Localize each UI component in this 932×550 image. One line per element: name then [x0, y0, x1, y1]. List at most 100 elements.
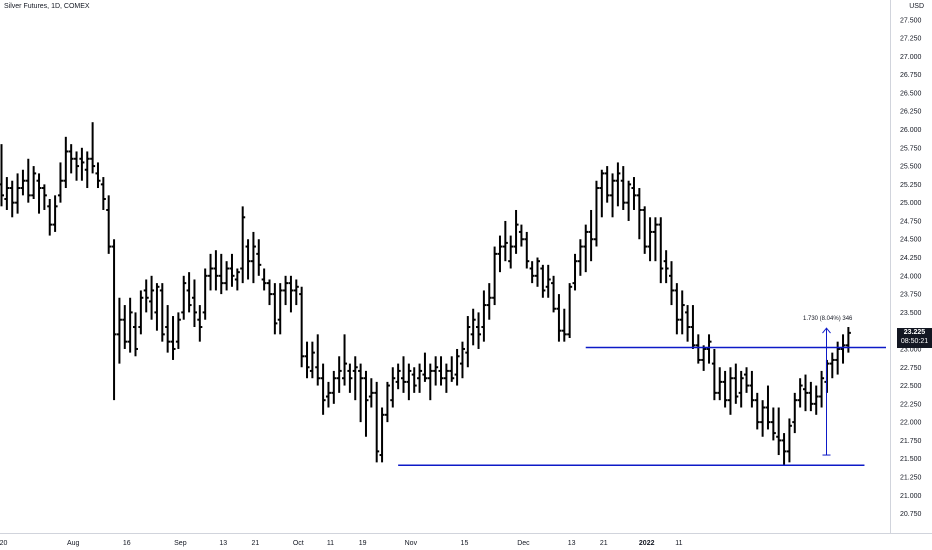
ohlc-bar — [261, 268, 267, 291]
ohlc-bar — [95, 162, 101, 189]
x-tick-label: Dec — [517, 540, 530, 547]
ohlc-bar — [615, 162, 621, 207]
y-tick-label: 21.750 — [900, 438, 922, 445]
ohlc-bar — [401, 356, 406, 393]
y-tick-label: 27.500 — [900, 17, 922, 24]
x-tick-label: 11 — [675, 540, 682, 547]
ohlc-bar — [695, 334, 701, 364]
ohlc-bar — [175, 312, 181, 349]
y-tick-label: 25.750 — [900, 145, 922, 152]
y-tick-label: 24.500 — [900, 237, 922, 244]
ohlc-bar — [320, 363, 326, 415]
y-tick-label: 22.250 — [900, 401, 922, 408]
y-tick-label: 26.750 — [900, 72, 922, 79]
ohlc-bar — [685, 305, 691, 342]
ohlc-bar — [502, 220, 508, 262]
ohlc-bar — [631, 177, 637, 210]
ohlc-bar — [127, 297, 133, 353]
ohlc-bar — [845, 327, 851, 353]
bar-countdown: 08:50:21 — [900, 338, 929, 345]
y-tick-label: 22.000 — [900, 420, 922, 427]
ohlc-bar — [470, 308, 476, 346]
ohlc-bar — [663, 250, 669, 284]
ohlc-bar — [776, 407, 782, 456]
ohlc-bar — [427, 363, 433, 401]
ohlc-bar — [556, 294, 562, 342]
ohlc-bar — [551, 275, 557, 313]
ohlc-bar — [331, 370, 337, 404]
ohlc-bar — [647, 217, 653, 262]
ohlc-bar — [106, 195, 112, 254]
ohlc-bar — [31, 166, 37, 200]
ohlc-bar — [186, 272, 192, 313]
ohlc-bar — [577, 239, 583, 276]
last-price-value: 23.225 — [903, 329, 926, 336]
x-tick-label: 21 — [252, 540, 260, 547]
ohlc-bar — [701, 345, 707, 371]
ohlc-bar — [395, 363, 401, 390]
y-tick-label: 26.000 — [900, 127, 922, 134]
ohlc-bar — [342, 334, 348, 386]
ohlc-bar — [770, 407, 776, 441]
ohlc-bar — [604, 166, 610, 203]
ohlc-bar — [100, 177, 106, 210]
ohlc-bar — [15, 173, 21, 214]
ohlc-bar — [379, 407, 385, 463]
ohlc-bar — [41, 184, 47, 210]
ohlc-bar — [803, 374, 808, 412]
x-tick-label: Aug — [67, 540, 80, 547]
ohlc-bar — [754, 392, 760, 430]
ohlc-bar — [636, 188, 642, 240]
ohlc-bar — [711, 348, 717, 401]
ohlc-bar — [277, 283, 283, 335]
ohlc-bar — [384, 381, 390, 423]
y-tick-label: 20.750 — [900, 511, 922, 518]
ohlc-bar — [9, 180, 15, 218]
ohlc-bar — [749, 370, 755, 408]
ohlc-bar — [240, 206, 246, 284]
ohlc-bar — [744, 367, 750, 393]
ohlc-bar — [524, 231, 530, 269]
ohlc-bar — [133, 312, 138, 357]
ohlc-bar — [476, 312, 482, 349]
ohlc-bar — [116, 297, 122, 364]
ohlc-bar — [325, 381, 331, 408]
ohlc-bar — [234, 268, 240, 291]
ohlc-bar — [25, 158, 31, 203]
x-tick-label: 21 — [600, 540, 608, 547]
x-tick-label: 19 — [359, 540, 367, 547]
ohlc-bar — [229, 253, 235, 287]
measure-arrowhead — [822, 327, 831, 334]
y-tick-label: 21.000 — [900, 493, 922, 500]
ohlc-bar — [213, 250, 219, 291]
ohlc-bar — [90, 122, 96, 174]
ohlc-bar — [620, 166, 626, 210]
ohlc-bar — [518, 224, 524, 247]
ohlc-bar — [599, 169, 605, 218]
y-tick-label: 21.250 — [900, 474, 922, 481]
ohlc-bar — [486, 283, 492, 320]
ohlc-bar — [706, 334, 712, 364]
ohlc-bar — [288, 275, 294, 313]
ohlc-bar — [250, 231, 256, 284]
ohlc-bar — [272, 283, 278, 335]
y-tick-label: 25.250 — [900, 182, 922, 189]
ohlc-bar — [840, 334, 846, 364]
y-tick-label: 27.250 — [900, 36, 922, 43]
ohlc-bar — [422, 352, 428, 382]
ohlc-bar — [610, 173, 616, 218]
ohlc-bar — [122, 305, 128, 349]
ohlc-bar — [835, 341, 841, 375]
ohlc-bar — [245, 239, 251, 280]
ohlc-bar — [368, 378, 374, 408]
ohlc-bar — [674, 283, 680, 335]
ohlc-bar — [4, 177, 10, 210]
ohlc-bar — [57, 162, 63, 203]
ohlc-bar — [202, 268, 208, 320]
ohlc-bar — [283, 275, 289, 306]
ohlc-bar — [454, 348, 460, 386]
x-tick-label: 13 — [568, 540, 576, 547]
y-tick-label: 24.750 — [900, 218, 922, 225]
ohlc-bar — [545, 264, 551, 298]
